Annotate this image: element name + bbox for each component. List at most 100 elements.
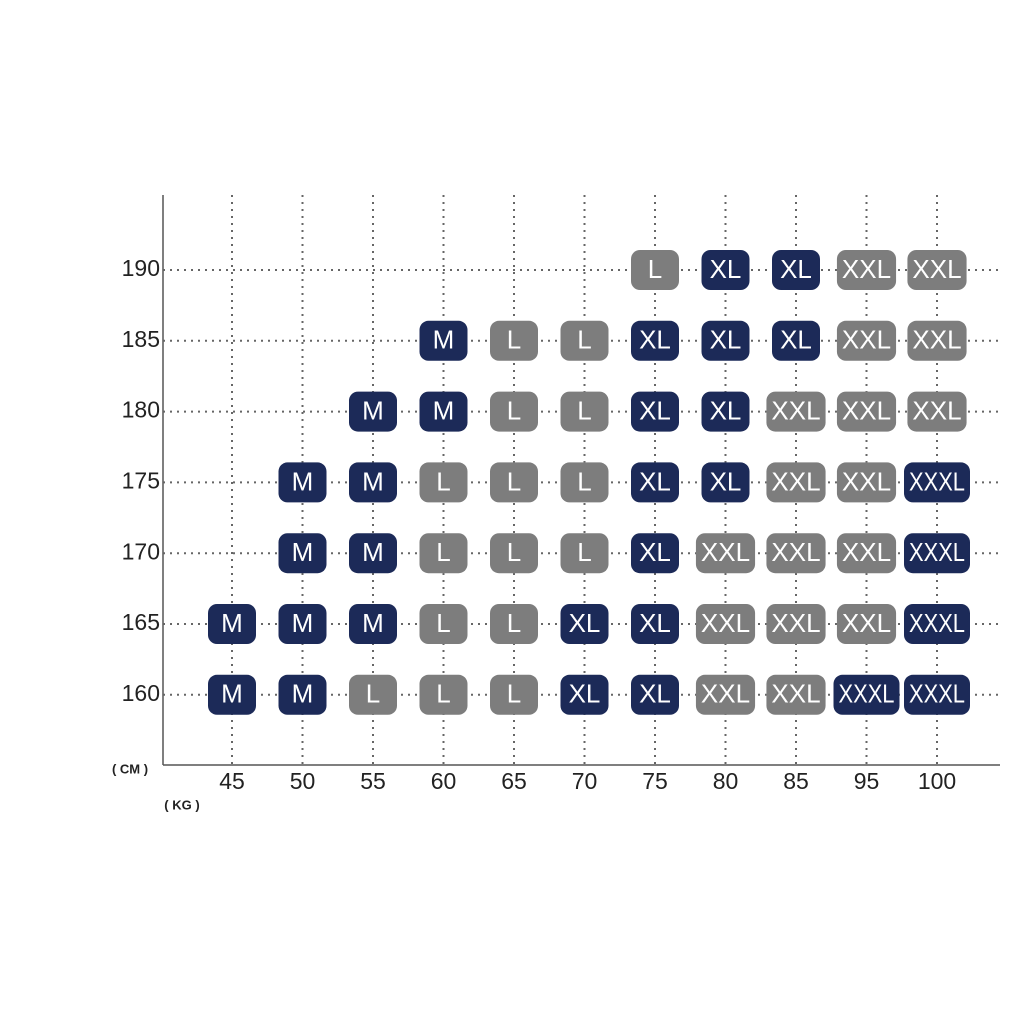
size-badge xyxy=(349,604,397,644)
size-label: XXL xyxy=(842,325,891,355)
size-badge xyxy=(490,674,538,715)
size-label: XXL xyxy=(842,608,891,638)
size-badge xyxy=(278,533,327,574)
size-label: L xyxy=(507,537,521,567)
weight-label: 80 xyxy=(713,768,739,794)
size-badge xyxy=(701,250,750,290)
size-label: M xyxy=(292,679,314,709)
size-label: XXXL xyxy=(909,466,965,496)
size-badge xyxy=(490,533,538,574)
size-label: M xyxy=(292,466,314,496)
size-label: XXL xyxy=(912,325,961,355)
weight-label: 70 xyxy=(572,768,598,794)
size-badge xyxy=(836,391,897,432)
height-label: 180 xyxy=(122,397,160,423)
size-label: L xyxy=(577,466,591,496)
weight-label: 100 xyxy=(918,768,956,794)
size-label: XL xyxy=(569,608,601,638)
size-label: XXXL xyxy=(909,608,965,638)
size-badge xyxy=(278,462,327,503)
size-badge xyxy=(836,533,897,574)
size-label: XXL xyxy=(842,466,891,496)
size-label: L xyxy=(507,466,521,496)
size-badge xyxy=(904,533,970,574)
size-badge xyxy=(631,250,679,290)
size-badge xyxy=(419,533,468,574)
size-badge xyxy=(904,462,970,503)
size-badge xyxy=(490,320,538,361)
weight-label: 50 xyxy=(290,768,316,794)
weight-label: 55 xyxy=(360,768,386,794)
size-label: L xyxy=(436,466,450,496)
size-badge xyxy=(701,462,750,503)
size-badge xyxy=(766,462,826,503)
x-unit: ( KG ) xyxy=(164,797,199,812)
size-badge xyxy=(907,320,967,361)
size-badge xyxy=(836,604,897,644)
size-label: XXXL xyxy=(909,537,965,567)
size-badge xyxy=(419,462,468,503)
size-badge xyxy=(560,320,609,361)
size-badge xyxy=(349,533,397,574)
size-badge xyxy=(695,533,756,574)
size-badge xyxy=(836,320,897,361)
size-label: XXL xyxy=(842,395,891,425)
size-label: XXXL xyxy=(839,679,895,709)
weight-label: 85 xyxy=(783,768,809,794)
size-label: L xyxy=(648,254,662,284)
size-label: XL xyxy=(639,466,671,496)
size-badge xyxy=(631,391,679,432)
size-badge xyxy=(490,462,538,503)
size-label: XXL xyxy=(771,466,820,496)
size-badge xyxy=(836,250,897,290)
weight-label: 95 xyxy=(854,768,880,794)
size-label: L xyxy=(507,325,521,355)
size-label: XL xyxy=(639,679,671,709)
size-badge xyxy=(772,250,820,290)
size-badge xyxy=(631,462,679,503)
size-badge xyxy=(766,533,826,574)
height-label: 160 xyxy=(122,680,160,706)
size-label: XXXL xyxy=(909,679,965,709)
size-label: XXL xyxy=(771,608,820,638)
size-label: M xyxy=(362,395,384,425)
size-label: M xyxy=(362,608,384,638)
size-label: XL xyxy=(710,466,742,496)
size-label: L xyxy=(577,395,591,425)
size-label: L xyxy=(436,679,450,709)
size-badge xyxy=(278,604,327,644)
size-label: M xyxy=(433,395,455,425)
size-badge xyxy=(278,674,327,715)
size-badge xyxy=(560,674,609,715)
size-badge xyxy=(766,604,826,644)
size-label: L xyxy=(577,325,591,355)
size-badge xyxy=(701,320,750,361)
size-badge xyxy=(907,391,967,432)
size-label: XL xyxy=(710,325,742,355)
size-badge xyxy=(349,462,397,503)
size-label: M xyxy=(362,537,384,567)
weight-label: 45 xyxy=(219,768,245,794)
size-badge xyxy=(419,391,468,432)
size-label: L xyxy=(436,608,450,638)
size-label: M xyxy=(362,466,384,496)
size-badge xyxy=(560,604,609,644)
size-badge xyxy=(208,674,256,715)
weight-label: 65 xyxy=(501,768,527,794)
size-badge xyxy=(766,674,826,715)
height-label: 175 xyxy=(122,467,160,493)
size-label: XXL xyxy=(771,395,820,425)
height-label: 190 xyxy=(122,255,160,281)
size-label: M xyxy=(221,608,243,638)
size-badge xyxy=(701,391,750,432)
size-label: XXL xyxy=(701,679,750,709)
size-label: XL xyxy=(780,325,812,355)
size-label: XL xyxy=(639,395,671,425)
size-badge xyxy=(490,391,538,432)
size-label: L xyxy=(507,679,521,709)
size-label: XXL xyxy=(701,608,750,638)
size-badge xyxy=(208,604,256,644)
size-badge xyxy=(631,674,679,715)
weight-label: 60 xyxy=(431,768,457,794)
